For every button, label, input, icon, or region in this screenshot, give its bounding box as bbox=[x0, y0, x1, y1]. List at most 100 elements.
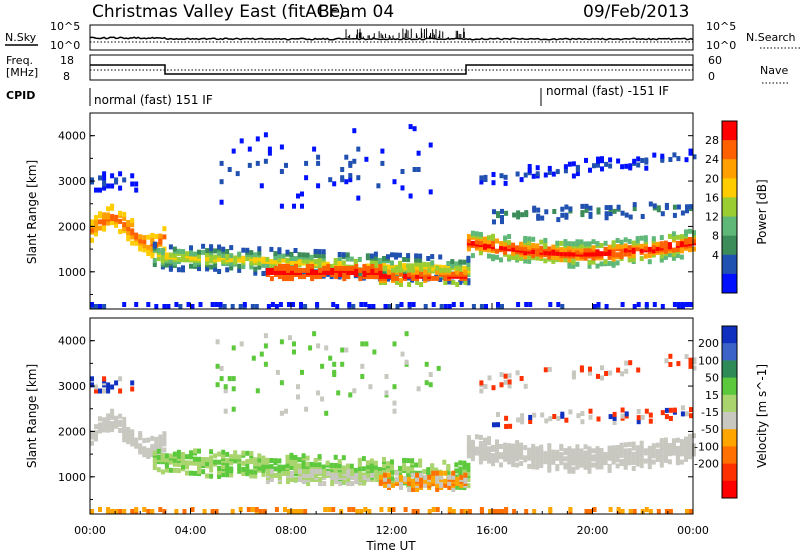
heatmap-cell bbox=[348, 173, 353, 179]
heatmap-cell bbox=[338, 265, 343, 271]
heatmap-cell bbox=[416, 386, 421, 392]
heatmap-cell bbox=[326, 470, 331, 476]
heatmap-cell bbox=[346, 274, 351, 280]
heatmap-cell bbox=[261, 471, 266, 477]
heatmap-cell bbox=[535, 255, 540, 261]
heatmap-cell bbox=[438, 277, 443, 282]
heatmap-cell bbox=[361, 472, 366, 478]
heatmap-cell bbox=[316, 343, 321, 349]
heatmap-cell bbox=[483, 437, 487, 443]
heatmap-cell bbox=[676, 361, 681, 367]
heatmap-cell bbox=[142, 235, 147, 241]
heatmap-cell bbox=[126, 427, 131, 432]
heatmap-cell bbox=[636, 156, 641, 162]
heatmap-cell bbox=[336, 390, 341, 396]
heatmap-cell bbox=[168, 453, 173, 459]
heatmap-cell bbox=[146, 244, 151, 250]
heatmap-cell bbox=[90, 227, 94, 233]
heatmap-cell bbox=[176, 453, 181, 459]
heatmap-cell bbox=[122, 211, 127, 217]
heatmap-cell bbox=[390, 264, 394, 270]
heatmap-cell bbox=[285, 454, 290, 460]
heatmap-cell bbox=[353, 258, 358, 264]
heatmap-cell bbox=[512, 212, 517, 218]
heatmap-cell bbox=[158, 438, 163, 444]
heatmap-cell bbox=[608, 163, 613, 169]
heatmap-cell bbox=[418, 257, 423, 263]
heatmap-cell bbox=[98, 211, 102, 217]
heatmap-cell bbox=[478, 441, 483, 446]
heatmap-cell bbox=[291, 509, 295, 514]
heatmap-cell bbox=[130, 228, 135, 234]
heatmap-cell bbox=[419, 472, 424, 478]
heatmap-cell bbox=[277, 464, 282, 470]
heatmap-cell bbox=[300, 369, 304, 375]
heatmap-cell bbox=[652, 203, 657, 209]
heatmap-cell bbox=[422, 261, 427, 267]
heatmap-cell bbox=[373, 464, 378, 470]
heatmap-cell bbox=[639, 463, 644, 469]
colorbar-swatch bbox=[722, 273, 737, 294]
heatmap-cell bbox=[685, 302, 689, 307]
heatmap-cell bbox=[648, 412, 653, 418]
heatmap-cell bbox=[672, 152, 677, 158]
heatmap-cell bbox=[402, 271, 407, 277]
heatmap-cell bbox=[219, 376, 224, 382]
heatmap-cell bbox=[567, 446, 572, 452]
freq-unit-label: [MHz] bbox=[6, 66, 38, 79]
heatmap-cell bbox=[684, 440, 688, 446]
heatmap-cell bbox=[503, 373, 508, 379]
heatmap-cell bbox=[635, 236, 640, 242]
heatmap-cell bbox=[644, 165, 649, 171]
heatmap-cell bbox=[403, 507, 408, 512]
cpid-mode-1: normal (fast) 151 IF bbox=[94, 93, 213, 107]
heatmap-cell bbox=[499, 372, 504, 378]
heatmap-cell bbox=[536, 213, 541, 219]
heatmap-cell bbox=[369, 259, 374, 265]
heatmap-cell bbox=[340, 347, 345, 353]
heatmap-cell bbox=[352, 388, 357, 394]
heatmap-cell bbox=[615, 445, 620, 450]
heatmap-cell bbox=[462, 265, 467, 271]
colorbar-frame bbox=[721, 325, 738, 499]
heatmap-cell bbox=[340, 175, 345, 181]
heatmap-cell bbox=[325, 460, 330, 466]
heatmap-cell bbox=[499, 452, 503, 458]
heatmap-cell bbox=[392, 400, 397, 406]
colorbar-swatch bbox=[722, 463, 737, 482]
heatmap-cell bbox=[651, 236, 656, 242]
heatmap-cell bbox=[568, 206, 573, 212]
heatmap-cell bbox=[130, 173, 135, 179]
heatmap-cell bbox=[451, 509, 456, 514]
heatmap-cell bbox=[386, 254, 390, 260]
heatmap-cell bbox=[315, 302, 320, 307]
heatmap-cell bbox=[411, 302, 416, 307]
heatmap-cell bbox=[217, 250, 222, 256]
heatmap-cell bbox=[160, 453, 165, 459]
heatmap-cell bbox=[443, 304, 448, 309]
heatmap-cell bbox=[221, 246, 226, 252]
heatmap-cell bbox=[596, 156, 600, 162]
heatmap-cell bbox=[247, 162, 252, 168]
heatmap-cell bbox=[279, 203, 284, 209]
heatmap-cell bbox=[259, 351, 264, 357]
heatmap-cell bbox=[223, 388, 228, 394]
heatmap-cell bbox=[174, 302, 179, 307]
heatmap-cell bbox=[162, 437, 167, 443]
heatmap-cell bbox=[258, 509, 263, 514]
heatmap-cell bbox=[435, 470, 440, 476]
heatmap-cell bbox=[263, 158, 268, 164]
heatmap-cell bbox=[221, 453, 226, 459]
heatmap-cell bbox=[249, 469, 254, 475]
heatmap-cell bbox=[428, 382, 433, 388]
heatmap-cell bbox=[672, 204, 677, 210]
heatmap-cell bbox=[640, 414, 645, 420]
heatmap-cell bbox=[160, 248, 165, 254]
heatmap-cell bbox=[543, 237, 548, 243]
heatmap-cell bbox=[671, 251, 676, 257]
heatmap-cell bbox=[310, 468, 315, 474]
heatmap-cell bbox=[599, 462, 604, 468]
heatmap-cell bbox=[383, 482, 387, 488]
